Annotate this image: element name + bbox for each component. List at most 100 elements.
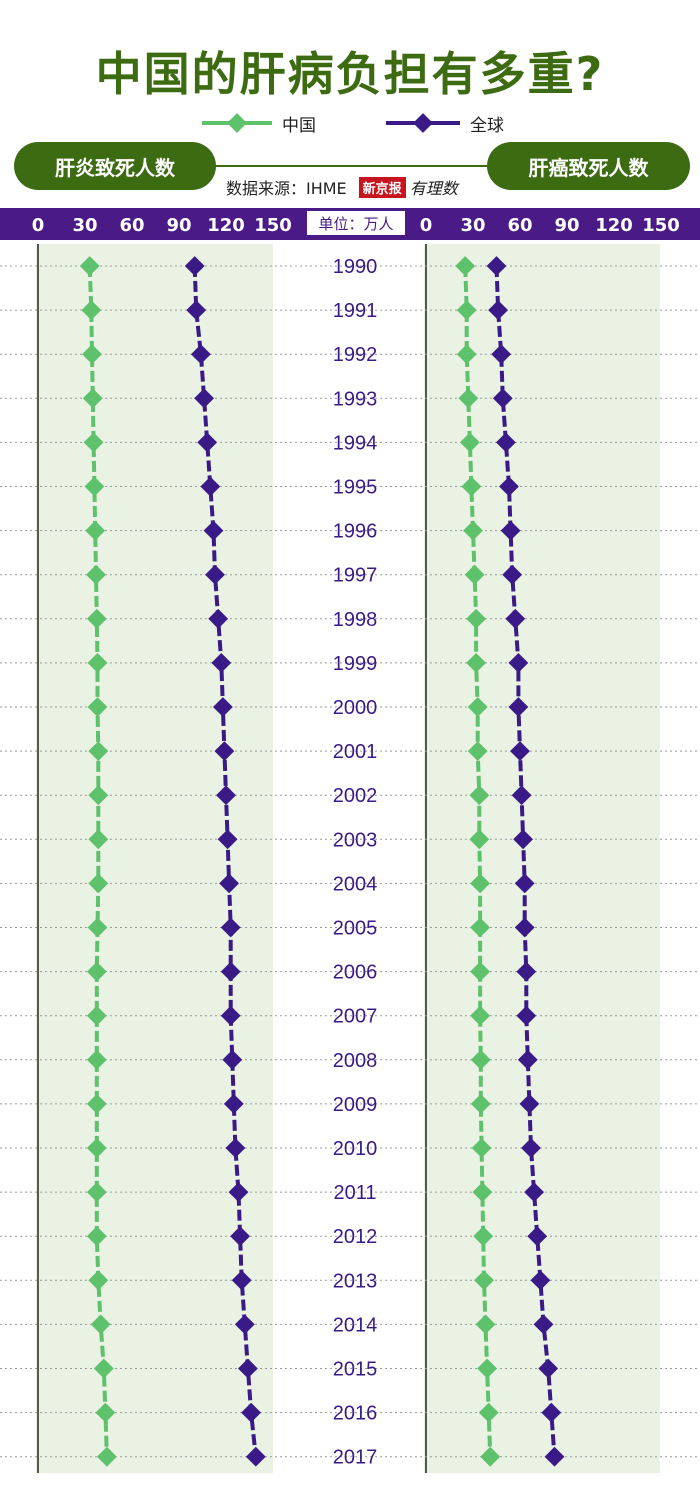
year-label: 2012 — [333, 1226, 378, 1248]
data-point-global-2007 — [516, 1005, 537, 1026]
data-point-china-2006 — [470, 961, 490, 982]
data-point-china-2013 — [474, 1270, 494, 1291]
data-point-global-2004 — [514, 873, 535, 894]
x-tick-label: 60 — [507, 215, 532, 236]
data-point-global-1991 — [186, 300, 207, 320]
data-point-china-2000 — [467, 697, 488, 717]
x-tick-label: 120 — [595, 215, 633, 236]
x-tick-label: 30 — [460, 215, 485, 236]
legend-china-marker-icon — [202, 113, 272, 133]
data-point-global-2013 — [530, 1270, 551, 1291]
x-tick-label: 150 — [642, 215, 680, 236]
data-point-global-2015 — [238, 1358, 258, 1379]
year-label: 2008 — [333, 1050, 378, 1072]
data-point-china-1995 — [461, 476, 482, 497]
x-tick-label: 0 — [32, 215, 45, 236]
data-point-global-2017 — [544, 1446, 565, 1467]
data-point-china-1993 — [458, 388, 479, 409]
year-label: 2004 — [333, 873, 378, 895]
data-point-china-1991 — [456, 300, 477, 320]
year-label: 1996 — [333, 521, 378, 543]
year-label: 2013 — [333, 1270, 378, 1292]
data-point-global-2015 — [538, 1358, 559, 1379]
data-point-china-1999 — [466, 653, 486, 673]
data-point-global-2016 — [541, 1402, 562, 1423]
data-point-global-1997 — [502, 564, 523, 585]
data-point-global-1991 — [488, 300, 508, 320]
right-panel-title: 肝癌致死人数 — [487, 142, 690, 190]
data-point-global-2005 — [514, 917, 535, 938]
data-point-china-2007 — [470, 1005, 490, 1026]
series-line-global-0 — [192, 265, 258, 1457]
data-point-china-1990 — [455, 256, 476, 276]
year-label: 2015 — [333, 1359, 378, 1381]
x-tick-label: 120 — [207, 215, 245, 236]
year-label: 1998 — [333, 609, 378, 631]
data-point-china-2012 — [473, 1226, 494, 1247]
year-label: 2009 — [333, 1094, 378, 1116]
data-point-global-2002 — [511, 785, 532, 806]
data-point-global-1999 — [508, 653, 529, 673]
data-point-china-2015 — [93, 1358, 114, 1379]
data-point-china-2010 — [471, 1138, 492, 1158]
data-point-china-2009 — [470, 1094, 491, 1114]
data-point-global-2006 — [516, 961, 537, 982]
data-point-china-2016 — [95, 1402, 116, 1423]
data-source-label: 数据来源：IHME — [226, 179, 347, 198]
year-label: 1999 — [333, 653, 378, 675]
data-point-global-1995 — [200, 476, 221, 497]
data-point-china-2002 — [469, 785, 490, 806]
year-label: 2000 — [333, 697, 378, 719]
data-point-china-1992 — [456, 344, 477, 365]
x-tick-label: 90 — [166, 215, 191, 236]
data-point-china-2011 — [86, 1182, 107, 1202]
data-point-global-1993 — [492, 388, 513, 409]
data-point-global-2011 — [228, 1182, 249, 1202]
year-label: 2014 — [333, 1314, 378, 1336]
data-point-global-1994 — [197, 432, 218, 453]
year-label: 2007 — [333, 1006, 378, 1028]
data-point-global-1990 — [486, 256, 507, 276]
data-point-china-1996 — [463, 520, 483, 541]
data-point-china-2009 — [86, 1094, 107, 1114]
data-point-global-2014 — [533, 1314, 554, 1335]
data-point-global-2016 — [241, 1402, 261, 1423]
year-label: 1992 — [333, 344, 378, 366]
data-point-china-1994 — [460, 432, 480, 453]
x-tick-label: 0 — [420, 215, 433, 236]
data-point-global-2000 — [508, 697, 529, 717]
year-label: 2010 — [333, 1138, 378, 1160]
data-point-china-2003 — [469, 829, 490, 850]
year-label: 2002 — [333, 785, 378, 807]
x-tick-label: 30 — [72, 215, 97, 236]
data-point-china-2017 — [97, 1446, 117, 1467]
year-label: 2016 — [333, 1403, 378, 1425]
year-label: 2017 — [333, 1447, 378, 1469]
data-point-global-2008 — [517, 1049, 538, 1070]
year-label: 1997 — [333, 565, 378, 587]
year-label: 1990 — [333, 256, 378, 278]
data-point-global-2008 — [222, 1049, 243, 1070]
data-point-global-2012 — [527, 1226, 548, 1247]
data-point-china-2005 — [470, 917, 490, 938]
data-point-global-1992 — [491, 344, 512, 365]
year-label: 2006 — [333, 962, 378, 984]
year-label: 1991 — [333, 300, 378, 322]
year-label: 2011 — [333, 1182, 376, 1204]
data-point-global-2011 — [524, 1182, 544, 1202]
legend-china: 中国 — [200, 112, 316, 136]
data-point-china-1993 — [82, 388, 103, 409]
data-point-global-1992 — [191, 344, 211, 365]
series-line-global-1 — [494, 265, 557, 1457]
data-point-global-2009 — [519, 1094, 540, 1114]
data-point-china-2004 — [470, 873, 490, 894]
data-point-china-2016 — [478, 1402, 499, 1423]
legend-global-label: 全球 — [470, 115, 504, 136]
series-line-china-0 — [87, 265, 109, 1457]
data-point-global-2013 — [231, 1270, 252, 1291]
unit-label: 单位：万人 — [306, 210, 406, 236]
data-point-global-2010 — [521, 1138, 541, 1158]
data-point-china-2014 — [90, 1314, 111, 1335]
data-point-china-2010 — [86, 1138, 107, 1158]
